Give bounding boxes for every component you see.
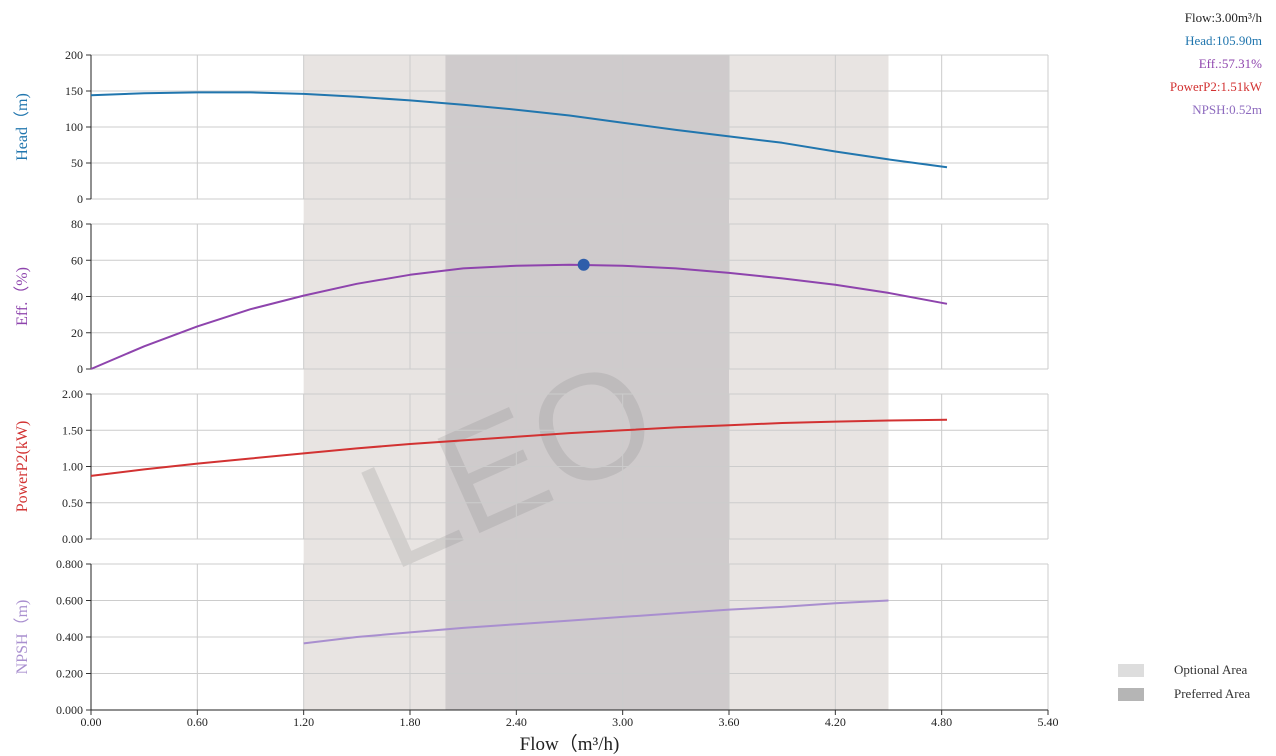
cursor-readout: Flow:3.00m³/h Head:105.90m Eff.:57.31% P… (1170, 6, 1262, 121)
head-ytick-label: 150 (65, 84, 83, 98)
readout-flow: Flow:3.00m³/h (1184, 10, 1262, 25)
head-ytick-label: 50 (71, 156, 83, 170)
x-tick-label: 2.40 (506, 715, 527, 729)
power-ytick-label: 0.50 (62, 496, 83, 510)
npsh-ytick-label: 0.000 (56, 703, 83, 717)
eff-curve (90, 263, 948, 370)
head-curve (90, 91, 948, 169)
readout-eff: Eff.:57.31% (1198, 56, 1262, 71)
x-tick-label: 4.80 (931, 715, 952, 729)
eff-ytick-label: 20 (71, 326, 83, 340)
x-tick-label: 5.40 (1038, 715, 1059, 729)
eff-axis-label: Eff.（%) (13, 267, 31, 326)
eff-ytick-label: 0 (77, 362, 83, 376)
x-tick-label: 1.80 (400, 715, 421, 729)
power-curve (90, 418, 948, 477)
power-axis-label: PowerP2(kW) (14, 421, 31, 513)
head-ytick-label: 0 (77, 192, 83, 206)
x-tick-label: 4.20 (825, 715, 846, 729)
power-ytick-label: 1.00 (62, 460, 83, 474)
npsh-ytick-label: 0.400 (56, 630, 83, 644)
power-ytick-label: 0.00 (62, 532, 83, 546)
head-axis-label: Head（m) (13, 93, 31, 161)
eff-ytick-label: 80 (71, 217, 83, 231)
optional-area-swatch (1118, 663, 1144, 677)
head-ytick-label: 100 (65, 120, 83, 134)
area-legend: Optional Area Preferred Area (1118, 658, 1250, 706)
legend-preferred-label: Preferred Area (1174, 686, 1251, 701)
npsh-ytick-label: 0.600 (56, 594, 83, 608)
npsh-ytick-label: 0.200 (56, 667, 83, 681)
power-panel: 0.00 0.50 1.00 1.50 2.00 PowerP2(kW) (14, 387, 1049, 546)
x-axis-label: Flow（m³/h) (520, 733, 620, 755)
npsh-axis-label: NPSH（m) (13, 600, 31, 675)
legend-optional-label: Optional Area (1174, 662, 1248, 677)
head-ytick-label: 200 (65, 48, 83, 62)
legend-preferred-area: Preferred Area (1118, 682, 1250, 706)
x-tick-label: 1.20 (293, 715, 314, 729)
npsh-ytick-label: 0.800 (56, 557, 83, 571)
legend-optional-area: Optional Area (1118, 658, 1250, 682)
npsh-curve (303, 599, 889, 645)
npsh-panel: 0.000 0.200 0.400 0.600 0.800 NPSH（m) (13, 557, 1049, 717)
eff-operating-point (577, 258, 590, 271)
power-ytick-label: 1.50 (62, 423, 83, 437)
eff-ytick-label: 60 (71, 253, 83, 267)
eff-ytick-label: 40 (71, 290, 83, 304)
readout-power: PowerP2:1.51kW (1169, 79, 1262, 94)
power-ytick-label: 2.00 (62, 387, 83, 401)
readout-head: Head:105.90m (1185, 33, 1262, 48)
x-tick-label: 0.60 (187, 715, 208, 729)
x-tick-label: 3.00 (612, 715, 633, 729)
x-tick-label: 3.60 (719, 715, 740, 729)
x-tick-label: 0.00 (81, 715, 102, 729)
eff-panel: 0 20 40 60 80 Eff.（%) (13, 217, 1049, 376)
readout-npsh: NPSH:0.52m (1192, 102, 1262, 117)
head-panel: 0 50 100 150 200 Head（m) (13, 48, 1049, 206)
preferred-area-swatch (1118, 687, 1144, 701)
